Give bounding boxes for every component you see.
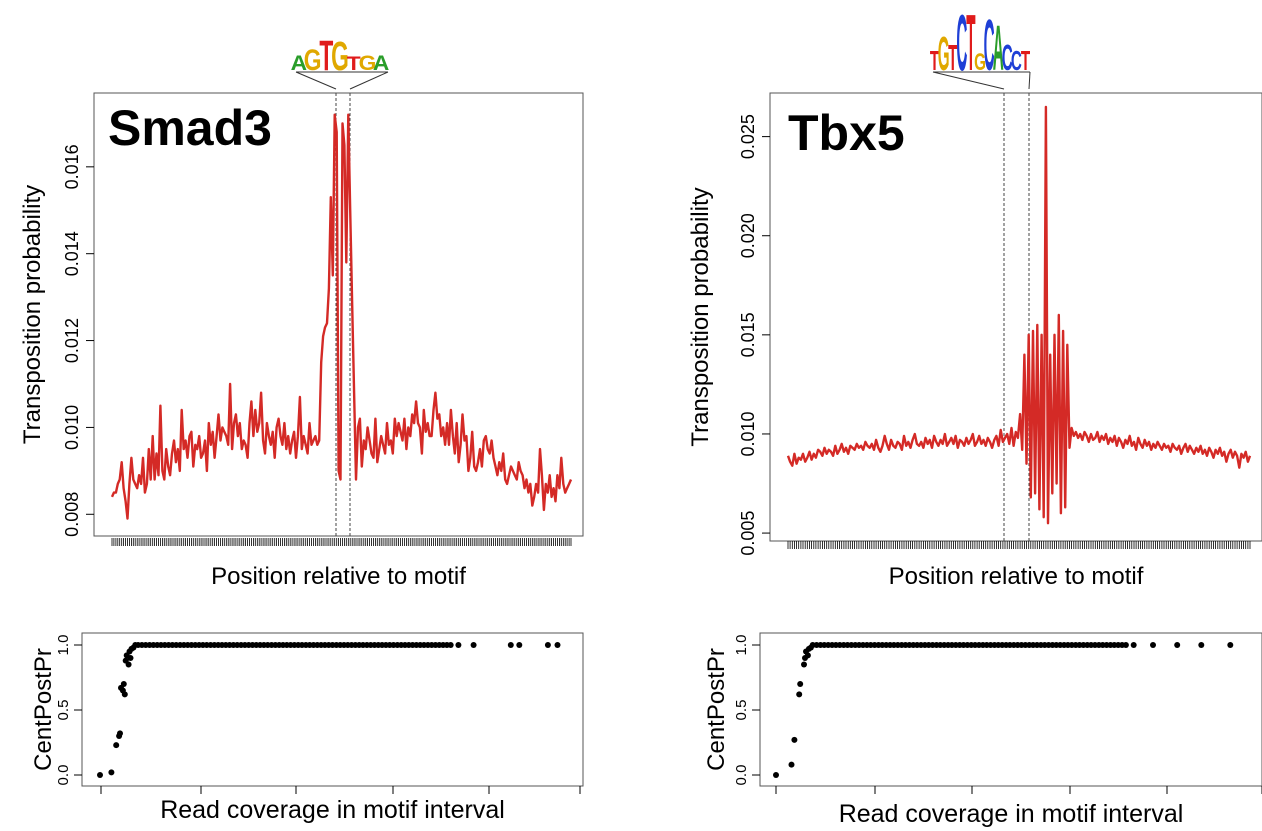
x-axis-label: Position relative to motif	[211, 563, 466, 590]
data-point	[127, 655, 134, 661]
logo-letter: C	[1002, 37, 1013, 77]
logo-letter: T	[966, 0, 975, 88]
logo-letter: T	[347, 54, 361, 75]
data-point	[554, 642, 561, 648]
data-point	[97, 772, 103, 778]
data-point	[455, 642, 462, 648]
data-point	[1198, 642, 1205, 648]
logo-letter: G	[938, 27, 950, 81]
logo-letter: T	[1021, 45, 1030, 76]
x-tick-marks	[787, 541, 1251, 549]
data-point	[125, 661, 132, 668]
data-point	[791, 736, 798, 743]
logo-letter: T	[948, 37, 957, 77]
data-point	[120, 681, 127, 687]
data-point	[447, 642, 454, 648]
data-point	[113, 742, 120, 749]
y-tick-label: 0.025	[738, 114, 758, 159]
logo-letter: G	[974, 50, 986, 76]
data-point	[470, 642, 477, 648]
y-tick-label: 0.005	[738, 511, 758, 556]
data-point	[797, 681, 804, 687]
logo-letter: T	[319, 33, 333, 80]
y-tick-label: 0.008	[62, 492, 82, 537]
logo-letter: G	[359, 51, 377, 75]
y-tick-label: 0.010	[62, 405, 82, 450]
logo-connector	[349, 71, 389, 90]
logo-letter: C	[984, 6, 995, 86]
plot-frame	[759, 632, 1262, 787]
panel-label: Smad3	[108, 100, 272, 156]
y-tick-label: 1.0	[55, 635, 72, 656]
data-point	[544, 642, 551, 648]
data-point	[1122, 642, 1129, 648]
data-point	[121, 691, 128, 698]
logo-letter: T	[930, 45, 939, 76]
logo-letter: A	[373, 51, 389, 75]
x-tick-marks	[111, 538, 572, 546]
x-axis-label: Read coverage in motif interval	[839, 800, 1184, 828]
y-axis-label: Transposition probability	[19, 185, 46, 444]
data-point	[1174, 642, 1181, 648]
logo-letter: G	[304, 43, 322, 77]
y-tick-label: 1.0	[733, 635, 750, 656]
data-point	[773, 772, 779, 778]
y-tick-label: 0.5	[55, 700, 72, 721]
y-tick-label: 0.5	[733, 700, 750, 721]
data-point	[516, 642, 523, 648]
scatter-panel-1: 0.0 0.5 1.0 Read coverage in motif interval…	[30, 632, 584, 824]
panel-label: Tbx5	[788, 105, 905, 161]
y-axis-label: Transposition probability	[687, 187, 714, 446]
y-tick-label: 0.020	[738, 213, 758, 258]
logo-letter: A	[993, 12, 1004, 84]
plot-frame	[93, 92, 584, 537]
x-axis-label: Position relative to motif	[889, 563, 1144, 590]
logo-letter: C	[956, 0, 967, 88]
y-tick-label: 0.015	[738, 312, 758, 357]
y-tick-label: 0.010	[738, 411, 758, 456]
logo-letter: C	[1011, 45, 1022, 76]
data-point	[507, 642, 514, 648]
data-point	[1130, 642, 1137, 648]
scatter-panel-2: 0.0 0.5 1.0 Read coverage in motif interval…	[703, 632, 1262, 828]
data-point	[1227, 642, 1234, 648]
data-point	[117, 730, 123, 737]
logo-letter: A	[291, 51, 307, 75]
x-axis-label: Read coverage in motif interval	[160, 796, 505, 824]
y-axis-label: CentPostPr	[30, 648, 57, 771]
y-tick-label: 0.012	[62, 318, 82, 363]
line-panel-smad3: 0.008 0.010 0.012 0.014 0.016 Smad3 Position r…	[19, 33, 584, 590]
transposition-trace	[110, 113, 573, 520]
logo-connector	[932, 71, 1005, 90]
data-point	[788, 761, 795, 768]
data-point	[804, 652, 811, 659]
logo-connector	[295, 71, 337, 90]
plot-frame	[81, 632, 584, 787]
y-tick-label: 0.0	[55, 765, 72, 786]
y-tick-label: 0.014	[62, 231, 82, 276]
y-tick-label: 0.016	[62, 144, 82, 189]
data-point	[108, 769, 115, 776]
logo-connector	[1028, 71, 1031, 90]
y-tick-label: 0.0	[733, 765, 750, 786]
y-axis-label: CentPostPr	[703, 648, 730, 771]
data-point	[796, 691, 803, 698]
data-point	[1150, 642, 1156, 648]
line-panel-tbx5: 0.005 0.010 0.015 0.020 0.025 Tbx5 Position re…	[687, 0, 1262, 590]
logo-letter: G	[331, 33, 349, 79]
transposition-trace	[786, 105, 1252, 525]
data-point	[801, 661, 807, 668]
